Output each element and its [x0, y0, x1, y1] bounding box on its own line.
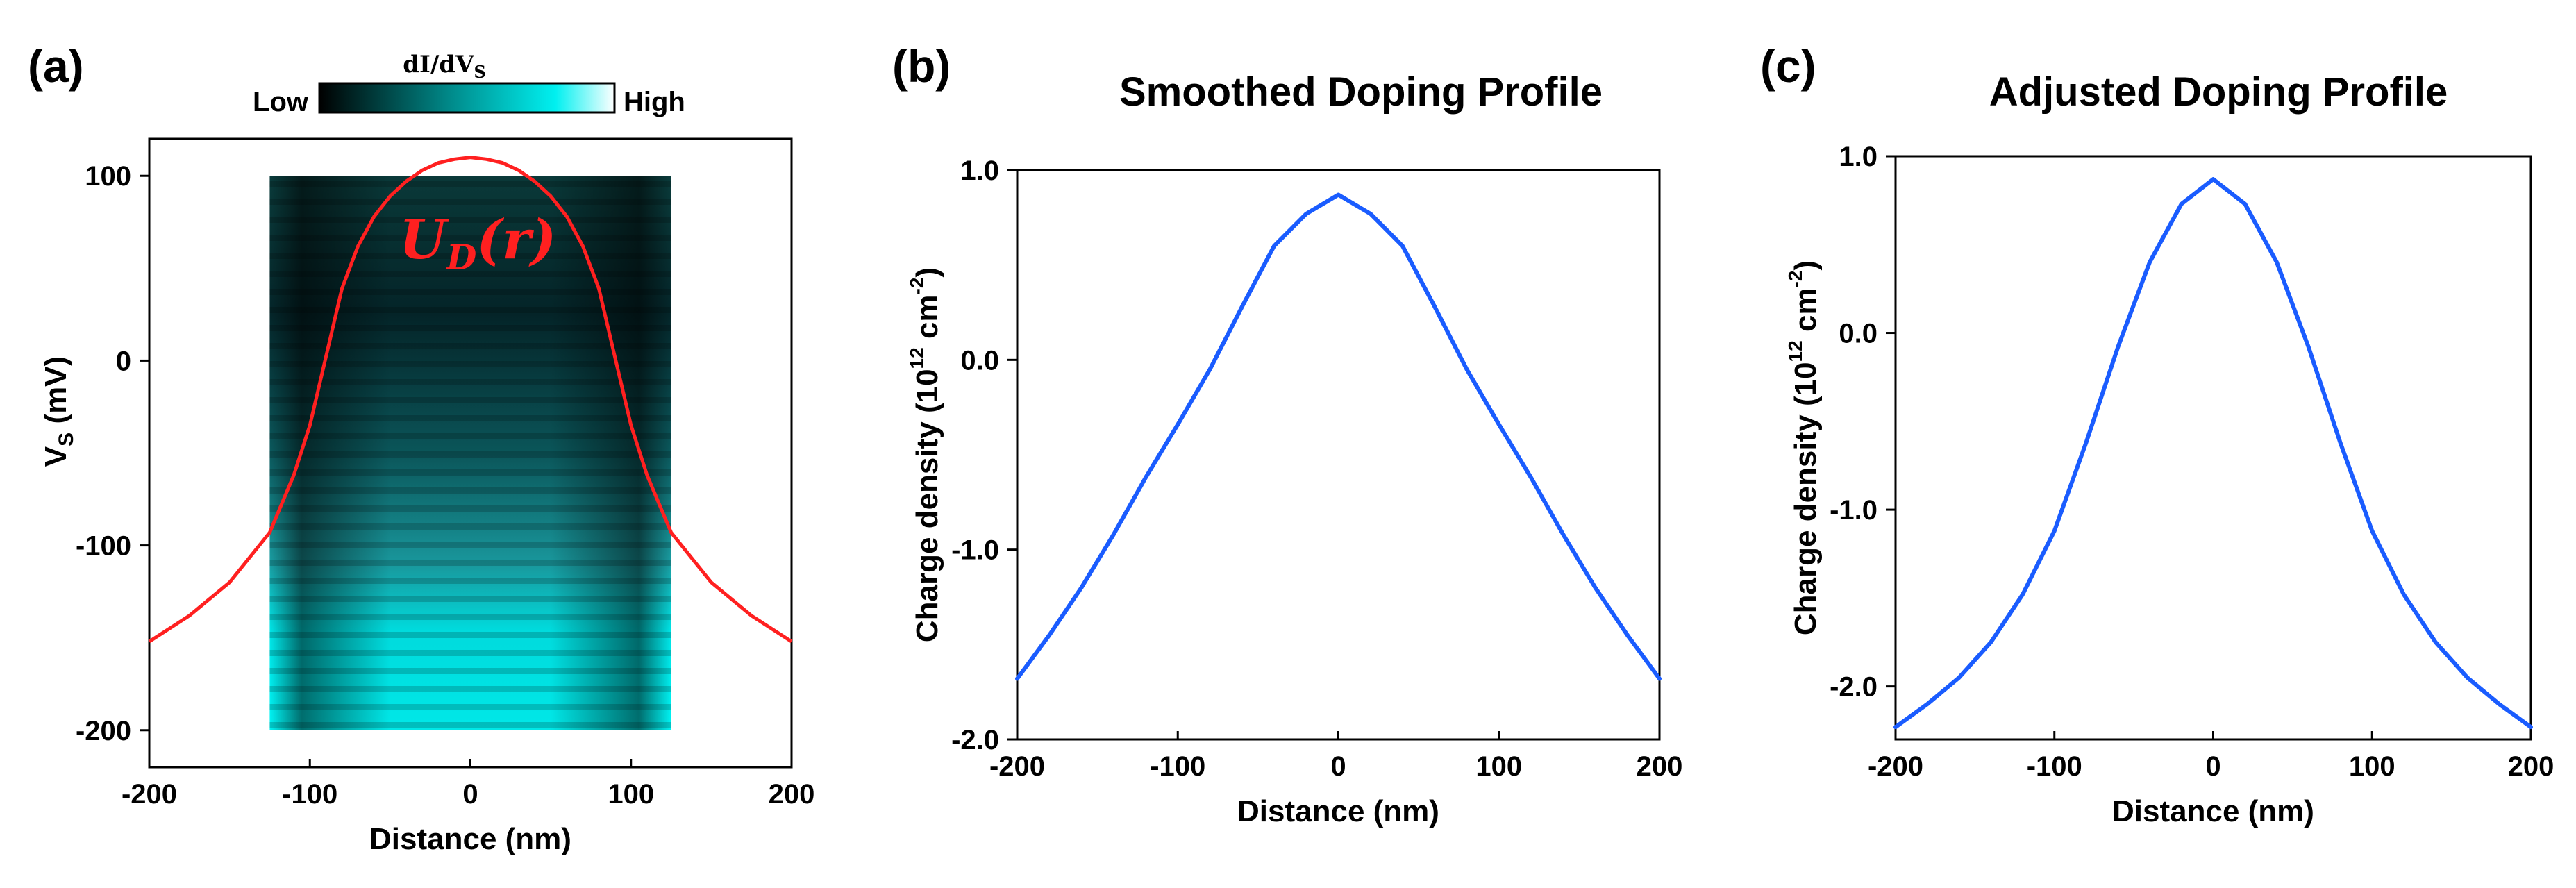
y-axis-label: Charge density (1012 cm-2) [1784, 260, 1823, 635]
x-tick-label: -200 [122, 779, 177, 810]
colorbar: dI/dVS Low High [253, 51, 685, 117]
y-tick-label: 0.0 [1839, 319, 1877, 349]
heatmap-shading [269, 176, 671, 730]
x-tick-label: -100 [2027, 751, 2082, 782]
y-tick-label: 0 [116, 346, 131, 376]
x-tick-label: 0 [462, 779, 478, 810]
x-tick-label: 200 [1637, 751, 1683, 782]
potential-curve [148, 156, 793, 644]
y-tick-label: -1.0 [951, 535, 999, 566]
adjusted-profile-panel: Adjusted Doping Profile -200 -100 0 100 200 -2… [1784, 69, 2554, 828]
y-tick-label: -1.0 [1830, 495, 1877, 526]
chart-title: Smoothed Doping Profile [1119, 69, 1603, 115]
panel-label-c: (c) [1760, 40, 1816, 92]
x-tick-label: -200 [989, 751, 1045, 782]
y-tick-label: 0.0 [960, 345, 999, 376]
panel-label-a: (a) [28, 40, 84, 92]
x-tick-label: 100 [2349, 751, 2395, 782]
x-tick-label: -100 [282, 779, 337, 810]
y-axis-label: Charge density (1012 cm-2) [906, 267, 944, 642]
x-tick-label: 200 [2508, 751, 2554, 782]
chart-title: Adjusted Doping Profile [1989, 69, 2448, 115]
colorbar-title: dI/dVS [403, 51, 486, 82]
colorbar-low-label: Low [253, 87, 309, 117]
x-tick-label: 0 [1330, 751, 1346, 782]
y-tick-label: -100 [76, 531, 131, 562]
x-axis-label: Distance (nm) [369, 822, 571, 856]
series-line [1893, 177, 2533, 730]
y-axis-label: VS (mV) [39, 356, 78, 467]
x-tick-label: 200 [769, 779, 815, 810]
x-tick-label: 100 [1475, 751, 1522, 782]
y-tick-label: -2.0 [1830, 672, 1877, 703]
panel-label-b: (b) [892, 40, 951, 92]
potential-curve-label: UD(r) [399, 208, 556, 278]
smoothed-profile-panel: Smoothed Doping Profile -200 -100 0 100 200 -2… [906, 69, 1682, 828]
y-tick-label: -2.0 [951, 725, 999, 755]
y-tick-label: -200 [76, 716, 131, 746]
heatmap-panel: -200 -100 0 100 200 -200 -100 0 100 Distance (nm)… [39, 137, 815, 856]
colorbar-gradient [318, 82, 616, 114]
plot-frame [1016, 169, 1661, 741]
x-tick-label: 0 [2205, 751, 2220, 782]
y-tick-label: 100 [85, 161, 131, 192]
x-tick-label: 100 [608, 779, 654, 810]
x-tick-label: -200 [1868, 751, 1923, 782]
colorbar-high-label: High [624, 87, 685, 117]
x-axis-label: Distance (nm) [2112, 794, 2314, 828]
plot-frame [1894, 155, 2532, 741]
x-tick-label: -100 [1150, 751, 1205, 782]
x-axis-label: Distance (nm) [1237, 794, 1439, 828]
y-tick-label: 1.0 [1839, 142, 1877, 172]
series-line [1015, 192, 1662, 681]
y-tick-label: 1.0 [960, 156, 999, 186]
